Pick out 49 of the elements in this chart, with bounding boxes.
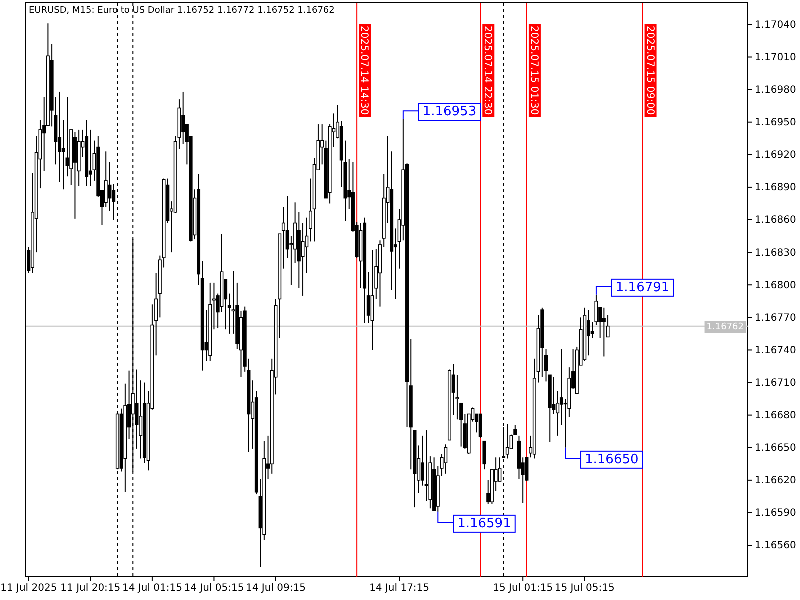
candlestick <box>104 151 108 208</box>
x-tick-label: 14 Jul 05:15 <box>184 583 244 594</box>
annotation: 1.16650 <box>585 452 639 468</box>
y-tick-label: 1.16950 <box>755 118 796 129</box>
annotation: 2025.07.15 09:00 <box>644 26 656 116</box>
candlestick <box>88 129 92 187</box>
ref-line-label: 1.16762 <box>706 322 744 332</box>
x-tick-label: 14 Jul 17:15 <box>370 583 430 594</box>
y-tick-label: 1.16740 <box>755 345 796 356</box>
y-tick-label: 1.17010 <box>755 52 796 64</box>
y-tick-label: 1.16680 <box>755 410 796 422</box>
x-tick-label: 15 Jul 01:15 <box>493 583 554 594</box>
y-tick-label: 1.16890 <box>755 182 796 194</box>
y-tick-label: 1.16830 <box>755 248 796 259</box>
annotation: 2025.07.14 22:30 <box>482 26 494 116</box>
annotation: 1.16791 <box>616 280 670 296</box>
candlestick <box>586 310 590 356</box>
candlestick <box>514 424 518 436</box>
x-tick-label: 14 Jul 01:15 <box>122 583 182 594</box>
y-tick-label: 1.16860 <box>755 215 796 226</box>
y-tick-label: 1.16980 <box>755 85 796 96</box>
candlestick <box>602 307 606 358</box>
y-tick-label: 1.17040 <box>755 20 796 31</box>
candlestick <box>182 91 186 145</box>
annotation: 2025.07.14 14:30 <box>358 26 370 116</box>
y-tick-label: 1.16920 <box>755 150 796 162</box>
candlestick <box>66 96 70 178</box>
candlestick <box>506 424 510 460</box>
chart-title: EURUSD, M15: Euro to US Dollar 1.16752 1.16772 1.16752 1.16762 <box>29 6 335 16</box>
candlestick <box>606 315 610 338</box>
x-tick-label: 11 Jul 20:15 <box>60 583 121 594</box>
x-tick-label: 15 Jul 05:15 <box>554 583 615 594</box>
y-tick-label: 1.16770 <box>755 312 796 324</box>
y-tick-label: 1.16560 <box>755 540 796 552</box>
candlestick <box>444 444 448 474</box>
candlestick <box>108 162 112 212</box>
annotation: 2025.07.15 01:30 <box>528 26 540 116</box>
candlestick <box>478 414 482 439</box>
annotation: 1.16953 <box>422 104 477 120</box>
x-tick-label: 14 Jul 09:15 <box>246 583 306 594</box>
y-tick-label: 1.16620 <box>755 476 796 487</box>
candlestick <box>424 430 428 502</box>
y-tick-label: 1.16650 <box>755 443 796 454</box>
y-tick-label: 1.16800 <box>755 280 796 292</box>
y-tick-label: 1.16590 <box>755 508 796 520</box>
x-tick-label: 11 Jul 2025 <box>0 583 58 594</box>
annotation: 1.16591 <box>458 516 512 532</box>
y-tick-label: 1.16710 <box>755 378 796 389</box>
candlestick <box>482 440 486 470</box>
